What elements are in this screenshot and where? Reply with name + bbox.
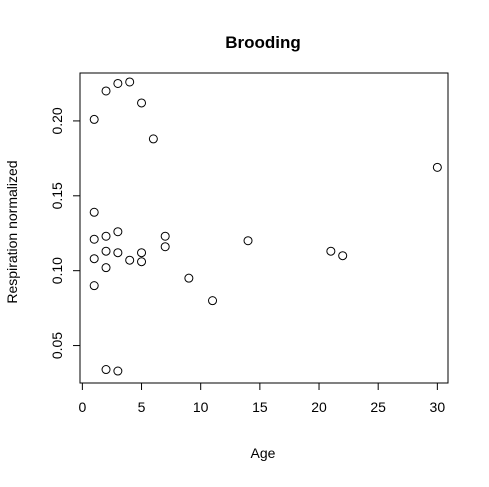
data-point [89,234,99,244]
y-tick-label: 0.20 [49,107,65,134]
data-point [113,227,123,237]
data-point [89,114,99,124]
data-point [432,162,442,172]
x-axis-label: Age [251,445,276,461]
y-tick-label: 0.15 [49,182,65,209]
data-point [125,77,135,87]
x-tick-label: 20 [311,399,327,415]
data-point [101,86,111,96]
data-point [137,98,147,108]
x-tick-label: 10 [193,399,209,415]
x-tick-label: 5 [138,399,146,415]
data-point [89,207,99,217]
data-point [89,281,99,291]
data-point [160,242,170,252]
data-points [89,77,442,376]
data-point [113,248,123,258]
x-tick-label: 30 [430,399,446,415]
data-point [89,254,99,264]
data-point [184,273,194,283]
x-tick-label: 0 [78,399,86,415]
x-tick-label: 25 [370,399,386,415]
data-point [113,78,123,88]
data-point [101,263,111,273]
y-axis-label: Respiration normalized [4,160,20,303]
data-point [326,246,336,256]
chart-title: Brooding [225,33,301,52]
data-point [113,366,123,376]
data-point [101,231,111,241]
data-point [338,251,348,261]
data-point [243,236,253,246]
data-point [160,231,170,241]
y-tick-label: 0.10 [49,257,65,284]
plot-frame [79,72,449,384]
data-point [137,248,147,258]
data-point [208,296,218,306]
data-point [137,257,147,267]
x-axis: 0 5 10 15 20 25 30 [78,382,446,415]
data-point [148,134,158,144]
y-axis: 0.05 0.10 0.15 0.20 [49,107,81,359]
y-tick-label: 0.05 [49,332,65,359]
data-point [101,365,111,375]
data-point [101,246,111,256]
x-tick-label: 15 [252,399,268,415]
data-point [125,255,135,265]
